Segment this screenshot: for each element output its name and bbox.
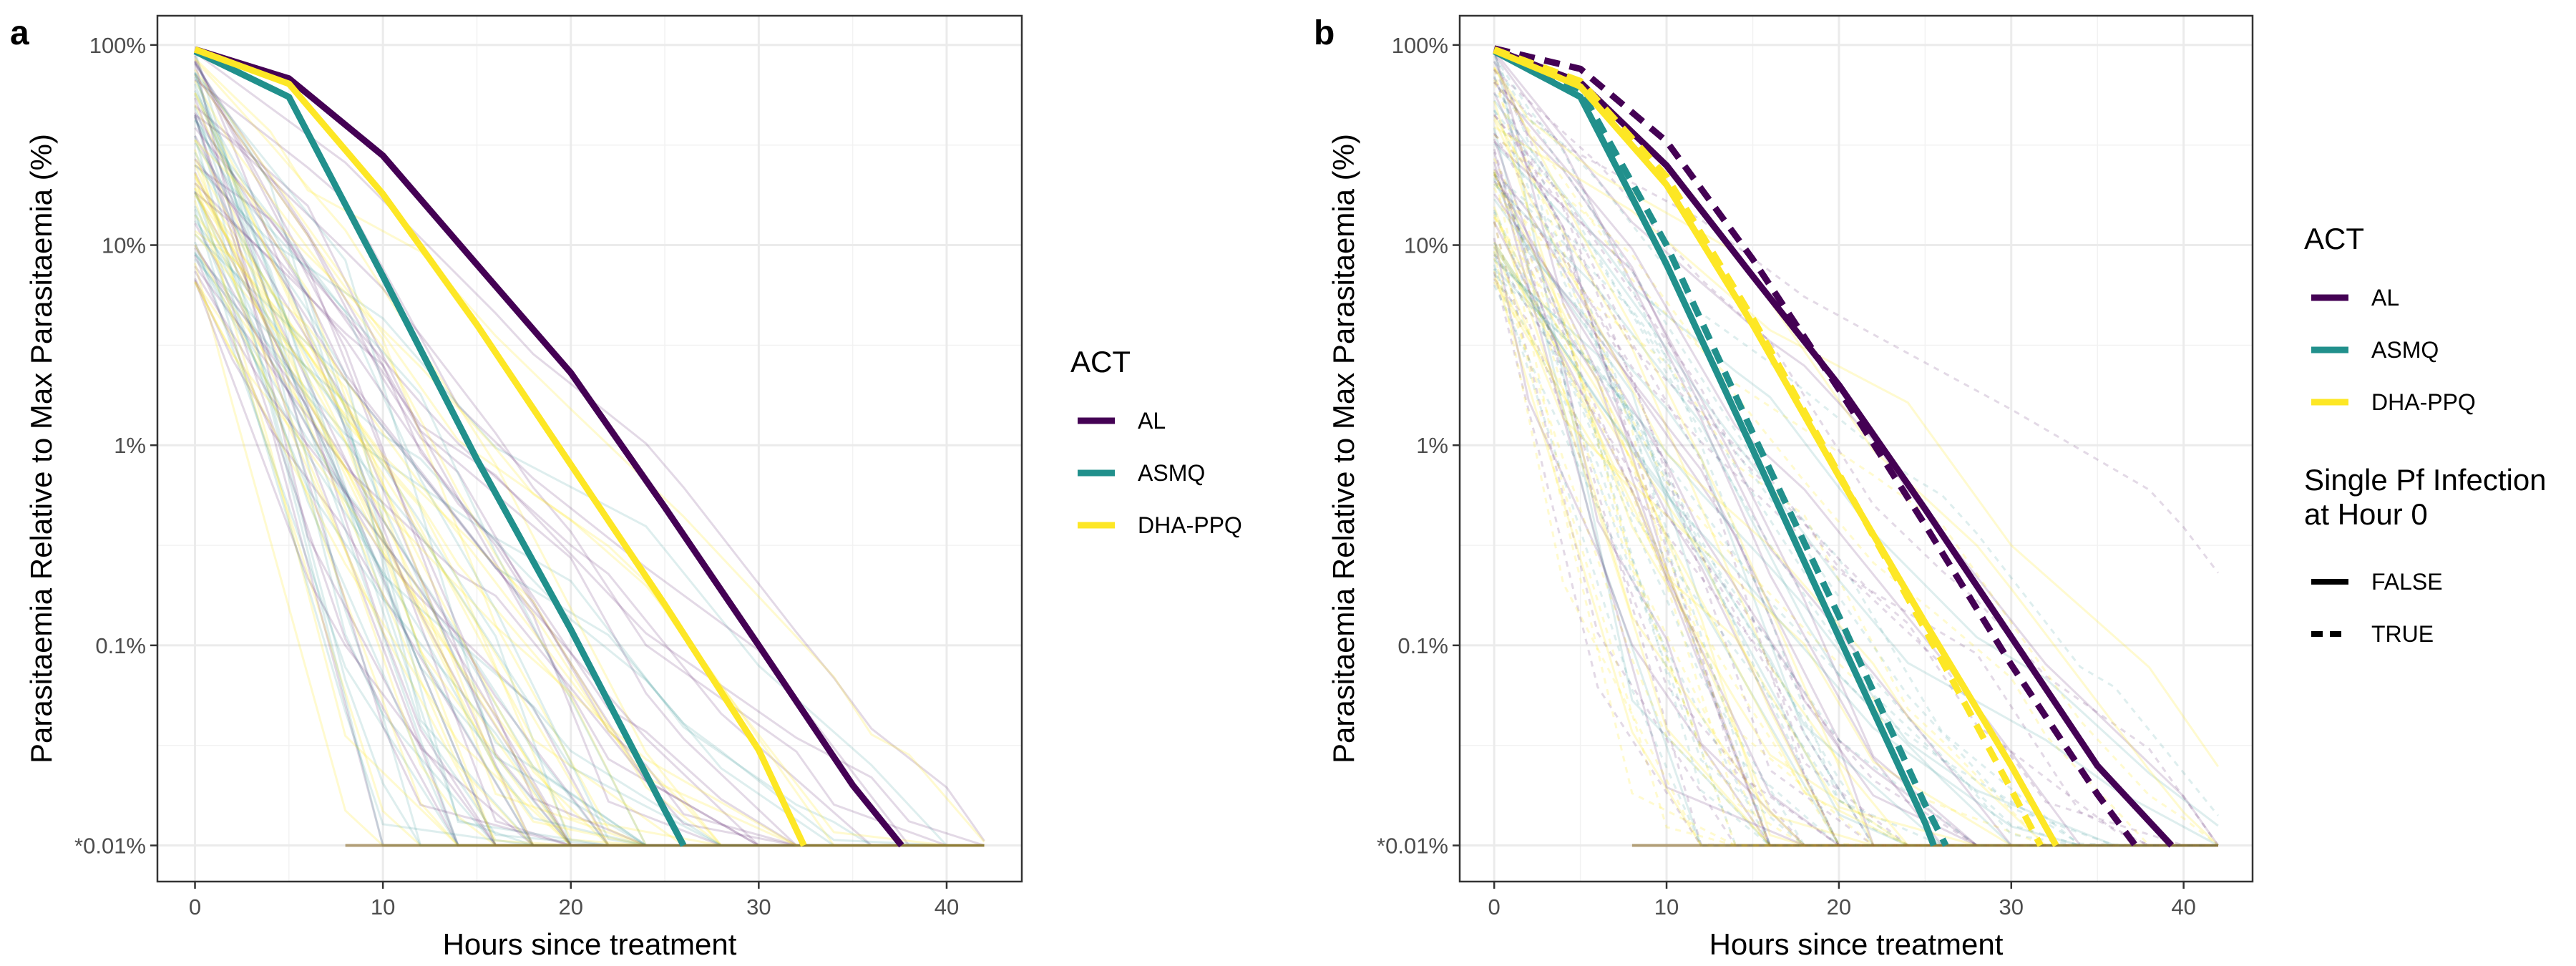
x-tick-label: 20	[558, 894, 582, 919]
y-axis-title: Parasitaemia Relative to Max Parasitaemi…	[1327, 134, 1360, 763]
individual-trajectory	[194, 57, 985, 843]
x-tick-label: 30	[746, 894, 771, 919]
x-tick-label: 30	[1999, 894, 2024, 919]
y-tick-label: *0.01%	[1377, 834, 1448, 859]
x-tick-label: 0	[1488, 894, 1501, 919]
panel-border	[1458, 14, 2254, 883]
series-line-dha-ppq	[193, 46, 807, 847]
individual-trajectory	[1493, 81, 2219, 574]
individual-trajectory	[1493, 68, 2218, 847]
x-axis-title: Hours since treatment	[443, 927, 737, 961]
legend-title: ACT	[1070, 345, 1131, 379]
legend-label: ASMQ	[1138, 460, 1205, 486]
individual-trajectory	[1493, 268, 2218, 847]
x-tick-label: 10	[371, 894, 395, 919]
panel-label: a	[10, 14, 29, 52]
series-line-al-dashed	[1493, 45, 2138, 848]
individual-trajectory	[1493, 133, 2218, 847]
y-tick-label: 10%	[102, 233, 146, 258]
legend-title: ACT	[2304, 222, 2364, 255]
individual-trajectory	[1493, 79, 2219, 847]
series-line-al	[194, 46, 904, 848]
series-line-asmq	[1493, 48, 1937, 847]
x-tick-label: 40	[2171, 894, 2195, 919]
individual-trajectory	[194, 253, 985, 847]
panel-border	[156, 14, 1023, 883]
panel-label: b	[1314, 14, 1335, 52]
individual-trajectory	[194, 164, 985, 847]
y-axis-title: Parasitaemia Relative to Max Parasitaemi…	[24, 134, 58, 763]
individual-trajectory	[1493, 82, 2218, 847]
legend-linetype-label: FALSE	[2371, 569, 2443, 595]
x-tick-label: 0	[189, 894, 201, 919]
individual-trajectory	[194, 79, 985, 847]
y-tick-label: *0.01%	[74, 834, 146, 859]
panel-b: 0 10 20 30 40 100% 10% 1% 0.1% *0.01% Hours since …	[1314, 14, 2547, 961]
individual-trajectory	[1493, 246, 2218, 847]
y-tick-label: 10%	[1404, 233, 1448, 258]
individual-trajectory	[1493, 253, 2218, 847]
y-tick-label: 0.1%	[1397, 633, 1448, 658]
plot-background	[1460, 16, 2253, 882]
legend-title-linetype: Single Pf Infection	[2304, 463, 2547, 497]
individual-trajectory	[1493, 209, 2218, 847]
individual-trajectory	[1493, 157, 2218, 847]
y-tick-label: 100%	[89, 33, 146, 58]
x-tick-label: 10	[1654, 894, 1679, 919]
series-line-asmq-dashed	[1493, 47, 1949, 847]
individual-trajectory	[194, 114, 985, 847]
legend-label: AL	[2371, 285, 2399, 311]
individual-trajectory	[1493, 284, 2218, 847]
plot-background	[157, 16, 1022, 882]
legend-label: ASMQ	[2371, 337, 2439, 363]
legend: ACT AL ASMQ DHA-PPQ	[1070, 345, 1242, 538]
individual-trajectory	[1493, 216, 2218, 847]
x-axis-title: Hours since treatment	[1709, 927, 2004, 961]
individual-trajectory	[1493, 50, 2220, 847]
legend-label: DHA-PPQ	[1138, 512, 1242, 538]
y-tick-label: 1%	[1416, 433, 1448, 458]
legend-linetype-label: TRUE	[2371, 621, 2434, 647]
y-tick-label: 0.1%	[95, 633, 146, 658]
individual-trajectory	[1493, 264, 2218, 847]
series-line-dha-ppq-dashed	[1493, 46, 2044, 847]
individual-trajectory	[1493, 221, 2218, 847]
individual-trajectory	[1493, 221, 2218, 847]
individual-trajectory	[1493, 126, 2220, 768]
individual-trajectory	[194, 139, 985, 847]
legend-label: AL	[1138, 408, 1166, 434]
panel-a: 0 10 20 30 40 100% 10% 1% 0.1% *0.01% Hours since …	[10, 14, 1242, 961]
individual-trajectory	[1493, 93, 2219, 816]
individual-trajectory	[1493, 258, 2218, 847]
x-tick-label: 20	[1827, 894, 1851, 919]
y-tick-label: 1%	[114, 433, 146, 458]
individual-trajectory	[194, 51, 985, 841]
x-tick-label: 40	[935, 894, 959, 919]
y-tick-label: 100%	[1392, 33, 1448, 58]
individual-trajectory	[1493, 268, 2218, 847]
legend-label: DHA-PPQ	[2371, 389, 2476, 415]
individual-trajectory	[194, 127, 985, 847]
series-line-asmq	[193, 48, 687, 847]
individual-trajectory	[1493, 67, 2219, 847]
individual-trajectory	[1493, 142, 2219, 847]
legend-title-linetype: at Hour 0	[2304, 497, 2428, 531]
